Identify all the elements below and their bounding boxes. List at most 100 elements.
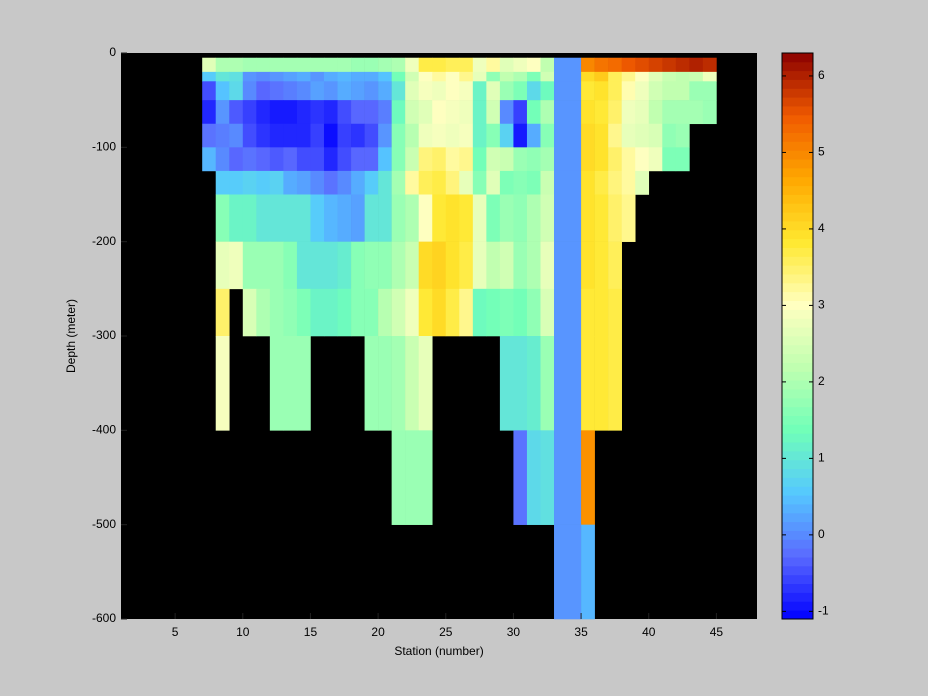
heatmap-cell — [296, 71, 311, 82]
heatmap-cell — [391, 147, 406, 172]
heatmap-cell — [608, 170, 622, 195]
heatmap-cell — [310, 288, 325, 337]
x-axis-label: Station (number) — [394, 644, 483, 658]
heatmap-cell — [418, 71, 433, 82]
heatmap-cell — [364, 288, 379, 337]
colorbar-step — [782, 282, 813, 293]
colorbar-step — [782, 238, 813, 248]
heatmap-cell — [486, 123, 501, 148]
heatmap-cell — [526, 57, 541, 73]
heatmap-cell — [526, 194, 541, 242]
heatmap-cell — [540, 100, 555, 125]
heatmap-cell — [648, 100, 663, 125]
heatmap-cell — [608, 71, 622, 82]
heatmap-cell — [337, 71, 352, 82]
heatmap-cell — [202, 100, 217, 125]
heatmap-cell — [256, 71, 271, 82]
heatmap-cell — [513, 430, 528, 525]
x-tick-label: 10 — [236, 625, 250, 639]
colorbar-step — [782, 97, 813, 107]
heatmap-cell — [499, 170, 514, 195]
heatmap-cell — [351, 147, 365, 172]
heatmap-cell — [702, 100, 717, 125]
colorbar-step — [782, 221, 813, 231]
colorbar-tick-label: 4 — [818, 221, 825, 235]
heatmap-cell — [242, 81, 257, 101]
colorbar-step — [782, 380, 813, 390]
heatmap-cell — [202, 57, 217, 73]
heatmap-cell — [229, 100, 244, 125]
heatmap-cell — [581, 170, 595, 195]
heatmap-cell — [594, 288, 609, 337]
x-tick-label: 40 — [642, 625, 656, 639]
heatmap-cell — [499, 57, 514, 73]
colorbar-step — [782, 159, 813, 169]
heatmap-cell — [391, 170, 406, 195]
heatmap-cell — [472, 241, 487, 290]
heatmap-cell — [472, 57, 487, 73]
heatmap-cell — [337, 194, 352, 242]
heatmap-cell — [608, 241, 622, 290]
heatmap-cell — [445, 194, 460, 242]
heatmap-cell — [323, 241, 338, 290]
heatmap-cell — [540, 170, 555, 195]
colorbar-step — [782, 565, 813, 576]
heatmap-cell — [540, 241, 555, 290]
heatmap-cell — [296, 81, 311, 101]
heatmap-cell — [310, 100, 325, 125]
colorbar-step — [782, 574, 813, 585]
colorbar-step — [782, 486, 813, 496]
heatmap-cell — [351, 241, 365, 290]
colorbar-step — [782, 344, 813, 355]
heatmap-cell — [432, 57, 447, 73]
heatmap-cell — [283, 100, 298, 125]
heatmap-cell — [459, 147, 474, 172]
heatmap-cell — [513, 194, 528, 242]
heatmap-cell — [608, 123, 622, 148]
heatmap-cell — [581, 71, 595, 82]
colorbar-step — [782, 442, 813, 452]
colorbar-step — [782, 291, 813, 302]
heatmap-cell — [445, 170, 460, 195]
heatmap-cell — [283, 81, 298, 101]
heatmap-cell — [513, 336, 528, 431]
heatmap-cell — [378, 71, 392, 82]
colorbar-tick-label: 2 — [818, 374, 825, 388]
heatmap-cell — [337, 147, 352, 172]
heatmap-cell — [296, 100, 311, 125]
heatmap-cell — [323, 147, 338, 172]
heatmap-cell — [486, 57, 501, 73]
heatmap-cell — [364, 194, 379, 242]
heatmap-cell — [486, 288, 501, 337]
heatmap-cell — [269, 288, 284, 337]
colorbar-step — [782, 212, 813, 222]
heatmap-cell — [459, 123, 474, 148]
heatmap-cell — [310, 123, 325, 148]
heatmap-cell — [283, 241, 298, 290]
heatmap-cell — [648, 57, 663, 73]
colorbar-step — [782, 424, 813, 434]
heatmap-cell — [635, 81, 650, 101]
heatmap-cell — [405, 123, 420, 148]
heatmap-cell — [364, 100, 379, 125]
heatmap-cell — [323, 57, 338, 73]
heatmap-cell — [256, 170, 271, 195]
heatmap-cell — [229, 57, 244, 73]
heatmap-cell — [621, 194, 636, 242]
heatmap-cell — [621, 71, 636, 82]
heatmap-cell — [202, 123, 217, 148]
colorbar-step — [782, 557, 813, 567]
colorbar-tick-label: -1 — [818, 604, 829, 618]
heatmap-cell — [202, 71, 217, 82]
heatmap-cell — [581, 524, 595, 620]
heatmap-cell — [554, 336, 582, 431]
heatmap-cell — [283, 57, 298, 73]
heatmap-cell — [581, 194, 595, 242]
heatmap-cell — [581, 81, 595, 101]
heatmap-cell — [581, 336, 595, 431]
heatmap-cell — [513, 71, 528, 82]
heatmap-cell — [621, 170, 636, 195]
heatmap-cell — [364, 241, 379, 290]
colorbar-step — [782, 592, 813, 602]
colorbar-step — [782, 256, 813, 266]
